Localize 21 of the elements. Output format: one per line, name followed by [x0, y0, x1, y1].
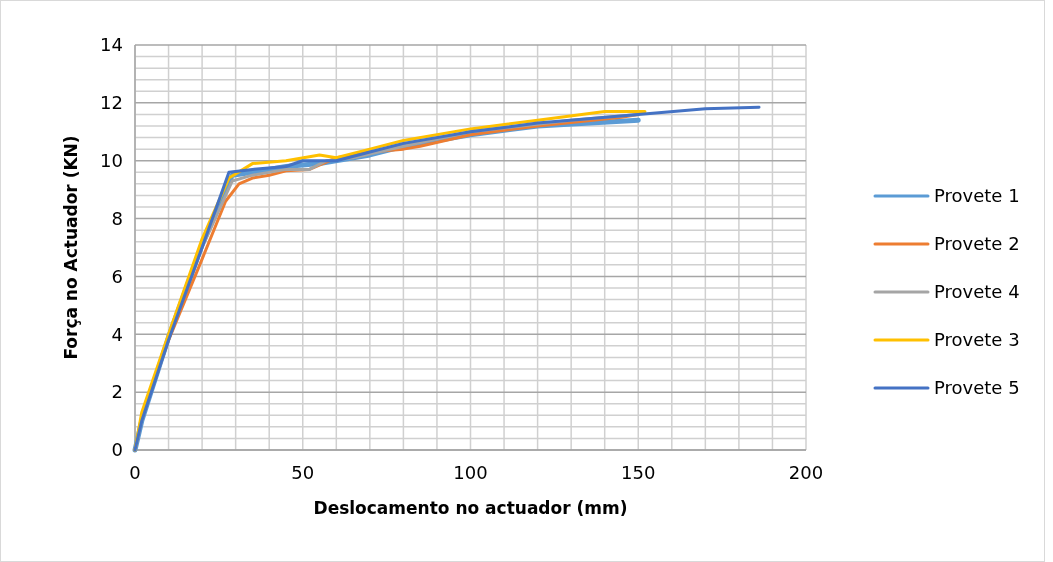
y-tick-label: 0 [111, 439, 123, 461]
legend-label: Provete 3 [934, 329, 1020, 351]
legend-label: Provete 2 [934, 233, 1020, 255]
legend-label: Provete 5 [934, 377, 1020, 399]
x-axis-title: Deslocamento no actuador (mm) [313, 498, 628, 518]
x-tick-label: 100 [453, 462, 488, 483]
y-tick-label: 10 [100, 150, 123, 172]
x-tick-label: 150 [621, 462, 656, 483]
legend-label: Provete 4 [934, 281, 1020, 303]
y-tick-label: 6 [111, 265, 123, 287]
legend-label: Provete 1 [934, 185, 1020, 207]
line-series [133, 105, 761, 452]
y-axis-title: Força no Actuador (KN) [61, 135, 81, 360]
x-tick-label: 0 [129, 462, 141, 483]
x-tick-label: 200 [788, 462, 824, 483]
y-tick-label: 4 [111, 323, 123, 345]
y-tick-label: 2 [111, 381, 123, 403]
y-tick-label: 8 [111, 207, 123, 229]
y-tick-label: 14 [100, 34, 123, 56]
y-tick-label: 12 [100, 92, 123, 114]
x-tick-label: 50 [291, 462, 315, 483]
